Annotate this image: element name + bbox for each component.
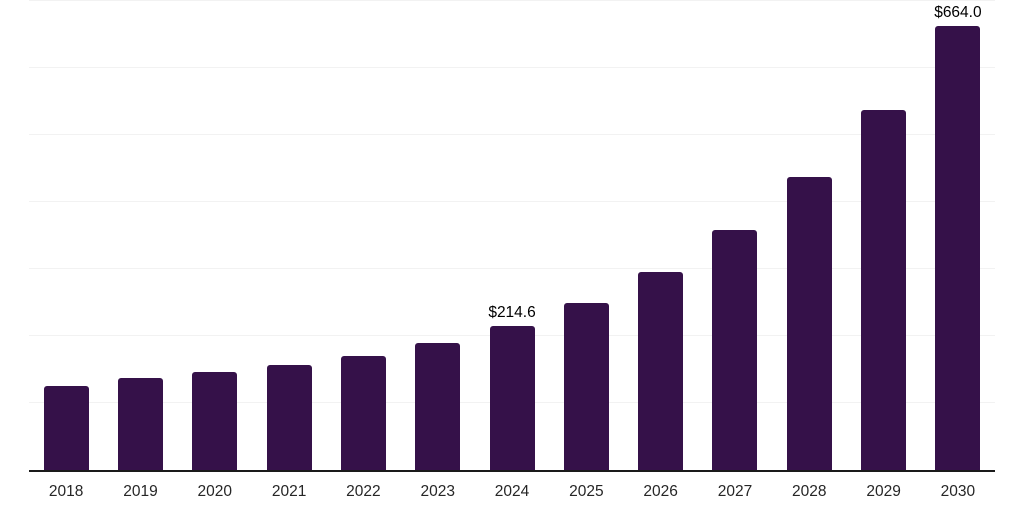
x-tick-label-2019: 2019 <box>123 483 158 500</box>
x-tick-label-2020: 2020 <box>197 483 233 500</box>
x-tick-label-2027: 2027 <box>717 483 753 500</box>
bar-2018 <box>43 385 89 470</box>
x-tick-label-2018: 2018 <box>48 483 84 500</box>
bar-slot-2023 <box>401 0 475 470</box>
bar-slot-2020 <box>178 0 252 470</box>
bar-2030: $664.0 <box>934 4 982 470</box>
bar-slot-2030: $664.0 <box>921 0 995 470</box>
bar-slot-2028 <box>772 0 846 470</box>
bar-series: $214.6 $664.0 <box>29 0 995 470</box>
x-tick-label-2024: 2024 <box>494 483 530 500</box>
bar-slot-2022 <box>326 0 400 470</box>
bar-2024: $214.6 <box>488 304 536 470</box>
bar-slot-2018 <box>29 0 103 470</box>
bar-2026 <box>638 271 684 470</box>
bar-slot-2029 <box>846 0 920 470</box>
x-tick-label-2029: 2029 <box>866 483 901 500</box>
gridline-300 <box>29 268 995 270</box>
x-tick-label-2022: 2022 <box>346 483 381 500</box>
bar-2029 <box>861 109 907 470</box>
value-label-2024: $214.6 <box>488 304 536 322</box>
x-tick-label-2028: 2028 <box>792 483 827 500</box>
bar-slot-2021 <box>252 0 326 470</box>
bar-2020 <box>192 372 238 470</box>
bar-slot-2024: $214.6 <box>475 0 549 470</box>
bar-slot-2025 <box>549 0 623 470</box>
gridline-500 <box>29 134 995 136</box>
x-tick-label-2026: 2026 <box>643 483 678 500</box>
gridline-600 <box>29 67 995 69</box>
x-axis-line <box>29 470 995 472</box>
x-tick-label-2021: 2021 <box>271 483 307 500</box>
value-label-2030: $664.0 <box>934 3 982 21</box>
plot-area: $214.6 $664.0 <box>29 0 995 470</box>
bar-2025 <box>563 302 609 470</box>
bar-slot-2019 <box>103 0 177 470</box>
x-axis: 2018 2019 2020 2021 2022 2023 2024 2025 2026 2027… <box>29 483 995 501</box>
bar-2028 <box>786 177 832 470</box>
bar-2021 <box>266 364 312 470</box>
bar-2019 <box>117 377 163 470</box>
bar-slot-2027 <box>698 0 772 470</box>
x-tick-label-2030: 2030 <box>940 483 976 500</box>
bar-2023 <box>415 342 461 470</box>
gridline-400 <box>29 201 995 203</box>
x-tick-label-2025: 2025 <box>569 483 604 500</box>
bar-2027 <box>712 230 758 470</box>
bar-2022 <box>340 355 386 470</box>
gridline-700 <box>29 0 995 2</box>
x-tick-label-2023: 2023 <box>420 483 455 500</box>
bar-slot-2026 <box>624 0 698 470</box>
